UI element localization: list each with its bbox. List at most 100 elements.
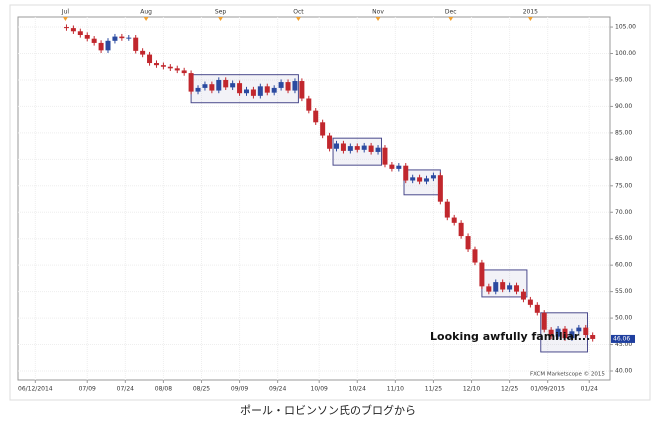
y-tick-label: 100.00 — [615, 50, 636, 57]
candle-body — [320, 122, 326, 136]
candle-body — [271, 87, 277, 93]
candle-body — [181, 70, 187, 74]
month-marker — [375, 17, 381, 21]
y-tick-label: 80.00 — [615, 156, 632, 163]
month-marker — [295, 17, 301, 21]
highlight-box — [481, 269, 528, 298]
y-tick-label: 50.00 — [615, 315, 632, 322]
caption: ポール・ロビンソン氏のブログから — [240, 403, 416, 417]
y-tick-label: 95.00 — [615, 76, 632, 83]
x-tick-label: 10/09 — [311, 386, 328, 393]
x-tick-label: 07/24 — [117, 386, 134, 393]
y-tick-label: 40.00 — [615, 368, 632, 375]
candle-body — [479, 262, 485, 287]
y-tick-label: 105.00 — [615, 24, 636, 31]
month-label: Aug — [140, 9, 152, 16]
candle-body — [167, 66, 173, 69]
candle-body — [389, 164, 395, 169]
candle-body — [223, 79, 229, 88]
x-tick-label: 12/10 — [463, 386, 480, 393]
candle-body — [230, 83, 236, 88]
month-marker — [448, 17, 454, 21]
x-tick-label: 08/25 — [193, 386, 210, 393]
candle-body — [174, 68, 180, 71]
candle-body — [458, 222, 464, 237]
watermark: FXCM Marketscope © 2015 — [530, 371, 605, 378]
month-label: Dec — [445, 9, 457, 16]
candle-body — [347, 146, 353, 151]
candle-body — [105, 40, 111, 51]
candle-body — [493, 282, 499, 292]
candle-body — [119, 36, 125, 39]
candle-body — [465, 236, 471, 250]
candle-body — [84, 34, 90, 39]
candle-body — [590, 335, 596, 339]
candle-body — [112, 36, 118, 41]
x-tick-label: 01/24 — [581, 386, 598, 393]
candle-body — [444, 201, 450, 218]
candle-body — [313, 110, 319, 123]
candle-body — [583, 327, 589, 336]
candle-body — [243, 89, 249, 94]
candle-body — [514, 285, 520, 292]
candle-body — [548, 329, 554, 337]
month-label: Nov — [372, 9, 384, 16]
candle-body — [361, 145, 367, 150]
candle-body — [569, 331, 575, 339]
highlight-box — [190, 74, 299, 104]
candle-body — [140, 50, 146, 55]
candle-body — [417, 177, 423, 182]
candle-body — [396, 165, 402, 169]
candle-body — [410, 177, 416, 181]
month-label: Sep — [215, 9, 227, 16]
month-marker — [218, 17, 224, 21]
y-tick-label: 75.00 — [615, 182, 632, 189]
candle-body — [562, 328, 568, 339]
x-tick-label: 09/24 — [269, 386, 286, 393]
candle-body — [285, 82, 291, 91]
candle-body — [472, 249, 478, 263]
candle-body — [382, 147, 388, 165]
x-tick-label: 01/09/2015 — [530, 386, 565, 393]
candle-body — [188, 73, 194, 92]
candle-body — [63, 27, 69, 29]
candle-body — [451, 217, 457, 223]
candle-body — [354, 146, 360, 150]
candle-body — [209, 84, 215, 91]
candle-body — [437, 175, 443, 202]
x-tick-label: 12/25 — [501, 386, 518, 393]
x-tick-label: 11/10 — [387, 386, 404, 393]
candle-body — [70, 28, 76, 32]
y-tick-label: 90.00 — [615, 103, 632, 110]
candle-body — [327, 135, 333, 149]
x-tick-label: 10/24 — [349, 386, 366, 393]
candle-body — [500, 282, 506, 290]
x-tick-label: 09/09 — [231, 386, 248, 393]
candle-body — [555, 328, 561, 337]
month-label: Jul — [61, 9, 70, 16]
highlight-box — [403, 169, 441, 196]
y-tick-label: 45.00 — [615, 341, 632, 348]
last-price-label: 46.06 — [613, 335, 630, 342]
y-tick-label: 55.00 — [615, 288, 632, 295]
x-tick-label: 08/08 — [155, 386, 172, 393]
candle-body — [91, 38, 97, 43]
x-tick-label: 07/09 — [79, 386, 96, 393]
candle-body — [77, 31, 83, 35]
candle-body — [430, 175, 436, 179]
candle-body — [334, 143, 340, 149]
candle-body — [133, 37, 139, 51]
candle-body — [403, 165, 409, 181]
candle-body — [147, 54, 153, 64]
y-tick-label: 65.00 — [615, 235, 632, 242]
y-tick-label: 85.00 — [615, 129, 632, 136]
candle-body — [534, 304, 540, 313]
candle-body — [541, 312, 547, 330]
x-tick-label: 11/25 — [425, 386, 442, 393]
candle-body — [202, 84, 208, 88]
candle-body — [424, 178, 430, 182]
candle-body — [527, 299, 533, 305]
candle-body — [237, 83, 243, 94]
